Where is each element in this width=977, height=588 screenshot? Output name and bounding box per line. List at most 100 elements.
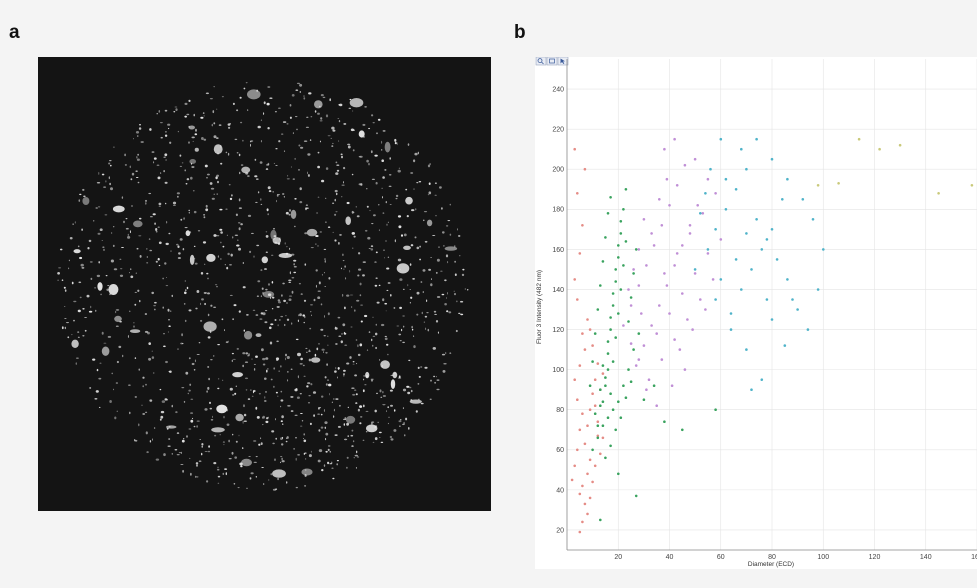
particle — [346, 456, 349, 459]
particle — [277, 299, 281, 302]
particle — [71, 334, 73, 336]
particle — [293, 259, 297, 262]
particle — [193, 210, 197, 214]
particle — [374, 437, 378, 441]
particle — [282, 423, 284, 425]
particle — [368, 248, 371, 249]
particle — [357, 353, 361, 357]
particle — [458, 235, 461, 237]
search-icon[interactable] — [535, 57, 547, 66]
particle — [207, 336, 211, 339]
particle — [329, 393, 330, 396]
particle — [319, 231, 322, 233]
particle — [387, 256, 390, 258]
particle — [327, 135, 331, 137]
particle — [349, 269, 351, 273]
particle — [248, 353, 250, 357]
particle — [462, 268, 465, 271]
particle — [359, 422, 362, 425]
particle — [303, 95, 305, 98]
particle — [160, 415, 164, 419]
select-icon[interactable] — [557, 57, 569, 66]
particle — [338, 335, 342, 337]
scatter-point — [586, 472, 589, 476]
scatter-point — [596, 424, 600, 428]
particle — [265, 420, 269, 424]
particle — [236, 244, 240, 247]
particle — [290, 209, 297, 219]
particle — [289, 104, 292, 107]
particle — [281, 443, 284, 446]
particle — [303, 375, 306, 377]
scatter-point — [745, 167, 748, 171]
particle — [113, 388, 115, 391]
particle — [318, 449, 323, 453]
particle — [217, 466, 219, 469]
particle — [370, 379, 374, 382]
particle — [287, 379, 289, 382]
particle — [331, 467, 334, 469]
particle — [96, 274, 101, 278]
particle — [262, 357, 266, 361]
particle — [192, 190, 195, 192]
scatter-point — [650, 324, 653, 327]
particle — [419, 258, 421, 261]
particle — [221, 318, 224, 321]
particle — [232, 433, 234, 436]
particle — [453, 290, 455, 292]
scatter-point — [576, 448, 579, 452]
particle — [364, 106, 367, 108]
particle — [274, 241, 278, 243]
zoom-icon[interactable] — [546, 57, 558, 66]
particle — [240, 121, 243, 124]
particle — [376, 132, 378, 135]
particle — [131, 205, 133, 207]
particle — [384, 169, 387, 171]
particle — [347, 406, 349, 409]
particle — [364, 384, 367, 386]
particle — [327, 445, 331, 447]
particle — [316, 212, 319, 214]
particle — [375, 277, 378, 279]
particle — [190, 419, 194, 423]
particle — [147, 331, 150, 335]
particle — [207, 292, 210, 295]
particle — [146, 248, 148, 250]
particle — [164, 153, 168, 157]
particle — [137, 153, 139, 156]
scatter-point — [593, 378, 597, 382]
particle — [163, 333, 165, 335]
particle — [270, 473, 272, 476]
particle — [111, 232, 113, 234]
scatter-point — [760, 378, 764, 382]
particle — [335, 192, 338, 196]
scatter-point — [675, 252, 679, 255]
particle — [142, 376, 145, 379]
particle — [257, 191, 260, 194]
scatter-point — [578, 492, 582, 496]
particle — [294, 116, 298, 118]
particle — [325, 432, 329, 436]
particle — [266, 102, 270, 106]
particle — [392, 371, 398, 379]
particle — [317, 413, 320, 415]
particle — [430, 379, 432, 382]
particle — [73, 249, 81, 254]
scatter-point — [740, 288, 743, 291]
particle — [152, 372, 155, 374]
particle — [414, 236, 417, 239]
particle — [343, 423, 345, 426]
particle — [307, 174, 310, 177]
particle — [422, 291, 424, 293]
particle — [57, 272, 60, 275]
particle — [375, 332, 378, 336]
particle — [407, 391, 411, 395]
particle — [218, 124, 222, 126]
particle — [346, 201, 350, 205]
particle — [154, 222, 156, 225]
particle — [354, 454, 358, 457]
particle — [206, 173, 210, 176]
particle — [234, 234, 239, 236]
particle — [281, 133, 284, 135]
scatter-point — [668, 312, 671, 315]
